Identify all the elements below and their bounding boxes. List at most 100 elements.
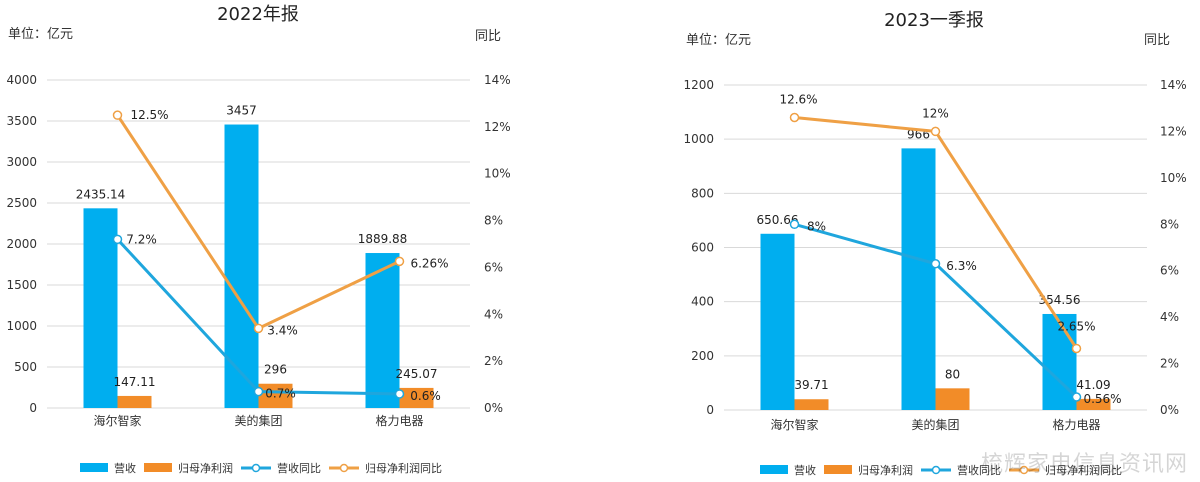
chart-2023q1-right-axis-label: 同比 <box>1144 33 1170 48</box>
chart-2023q1-x-tick-label: 海尔智家 <box>770 417 818 432</box>
chart-2022-profit-bar <box>258 383 293 408</box>
chart-2023q1-revenue-yoy-point <box>930 259 941 269</box>
chart-2022-y-tick-label: 3500 <box>6 114 37 128</box>
chart-2022-y2-tick-label: 0% <box>484 401 503 415</box>
chart-2023q1-profit-yoy-point <box>789 112 800 123</box>
chart-2022-profit-yoy-point <box>112 110 123 120</box>
chart-2023q1-revenue-bar <box>1042 313 1077 410</box>
chart-2022-profit-bar <box>117 395 152 408</box>
chart-2023q1-profit-yoy-label: 12.6% <box>779 93 817 107</box>
chart-2022-revenue-data-label: 3457 <box>226 104 257 118</box>
chart-2022-revenue-bar <box>83 208 118 408</box>
chart-2022-revenue-yoy-label: 7.2% <box>126 232 157 246</box>
chart-2023q1-legend-label: 归母净利润同比 <box>1045 463 1122 477</box>
chart-2023q1-left-axis-label: 单位：亿元 <box>686 33 751 48</box>
chart-2022-profit-yoy-point <box>394 256 405 267</box>
chart-2022-y-tick-label: 3000 <box>6 155 37 169</box>
chart-2023q1-revenue-yoy-point <box>789 219 800 230</box>
chart-2023q1-y-tick-label: 0 <box>706 403 714 417</box>
chart-2023q1-y2-tick-label: 0% <box>1160 403 1179 417</box>
chart-2023q1-revenue-yoy-label: 6.3% <box>946 259 977 273</box>
chart-2023q1-profit-data-label: 80 <box>945 367 960 381</box>
chart-2023q1-profit-yoy-label: 12% <box>922 106 949 120</box>
chart-2022-y2-tick-label: 6% <box>484 260 503 274</box>
chart-2022-right-axis-label: 同比 <box>475 29 501 44</box>
chart-2022-revenue-yoy-point <box>112 234 123 245</box>
chart-2022-legend-label: 营收 <box>114 461 136 475</box>
chart-2023q1-y-tick-label: 400 <box>691 295 714 309</box>
chart-2023q1-y2-tick-label: 8% <box>1160 217 1179 231</box>
chart-2023q1-revenue-yoy-point <box>1071 392 1082 402</box>
chart-2023q1-profit-bar <box>1076 398 1111 410</box>
chart-2022-profit-yoy-label: 3.4% <box>267 323 298 337</box>
chart-2022-revenue-data-label: 1889.88 <box>358 232 408 246</box>
chart-2023q1-legend-swatch <box>760 465 788 474</box>
chart-2022-profit-data-label: 296 <box>264 363 287 377</box>
chart-2022-x-tick-label: 海尔智家 <box>93 413 141 428</box>
chart-2023q1-revenue-yoy-label: 8% <box>807 219 826 233</box>
chart-2022-y-tick-label: 1500 <box>6 278 37 292</box>
chart-2023q1-revenue-yoy-label: 0.56% <box>1083 392 1121 406</box>
chart-2022-legend-label: 营收同比 <box>277 461 321 475</box>
chart-2023q1-legend-label: 归母净利润 <box>858 463 913 477</box>
chart-2022-profit-yoy-label: 12.5% <box>130 108 168 122</box>
chart-2023q1-y-tick-label: 800 <box>691 186 714 200</box>
chart-2022-title: 2022年报 <box>217 4 299 25</box>
chart-2023q1-legend-label: 营收同比 <box>957 463 1001 477</box>
chart-2022-y-tick-label: 500 <box>14 360 37 374</box>
chart-2022-y2-tick-label: 12% <box>484 120 511 134</box>
chart-2022-profit-data-label: 245.07 <box>396 367 438 381</box>
chart-2022-y2-tick-label: 8% <box>484 214 503 228</box>
chart-2023q1-y2-tick-label: 10% <box>1160 171 1187 185</box>
chart-2023q1-profit-bar <box>935 388 970 410</box>
chart-2022-revenue-bar <box>224 124 259 408</box>
chart-2023q1-y2-tick-label: 6% <box>1160 264 1179 278</box>
chart-2022-left-axis-label: 单位：亿元 <box>8 27 73 42</box>
chart-2022-profit-yoy-label: 6.26% <box>410 256 448 270</box>
chart-2023q1-y-tick-label: 1000 <box>683 132 714 146</box>
chart-2023q1-legend-marker <box>1019 465 1029 475</box>
chart-2022-y-tick-label: 2000 <box>6 237 37 251</box>
chart-2023q1-profit-bar <box>794 399 829 410</box>
chart-2022-profit-bar <box>399 387 434 408</box>
chart-2023q1-y-tick-label: 200 <box>691 349 714 363</box>
chart-2023q1-profit-yoy-point <box>1071 343 1082 354</box>
chart-2022-legend-marker <box>339 463 349 473</box>
chart-2023q1-x-tick-label: 美的集团 <box>911 417 959 432</box>
chart-2023q1-x-tick-label: 格力电器 <box>1052 417 1100 432</box>
chart-2023q1-y-tick-label: 1200 <box>683 78 714 92</box>
chart-2023q1-y2-tick-label: 4% <box>1160 310 1179 324</box>
chart-2022-legend-label: 归母净利润 <box>178 461 233 475</box>
chart-2023q1-legend-marker <box>931 465 941 475</box>
chart-2022-y-tick-label: 1000 <box>6 319 37 333</box>
chart-2022-y-tick-label: 4000 <box>6 73 37 87</box>
chart-2022-x-tick-label: 美的集团 <box>234 413 282 428</box>
chart-2023q1-legend-swatch <box>824 465 852 474</box>
chart-2023q1-y2-tick-label: 12% <box>1160 124 1187 138</box>
chart-2022-y2-tick-label: 4% <box>484 307 503 321</box>
chart-2022-revenue-yoy-point <box>394 389 405 399</box>
chart-2022-profit-data-label: 147.11 <box>114 375 156 389</box>
chart-2023q1-revenue-data-label: 650.66 <box>757 213 799 227</box>
chart-2023q1-revenue-bar <box>901 148 936 410</box>
chart-2022-revenue-data-label: 2435.14 <box>76 187 126 201</box>
chart-2023q1-profit-yoy-point <box>930 126 941 137</box>
chart-2023q1-y2-tick-label: 2% <box>1160 357 1179 371</box>
chart-2022-revenue-yoy-point <box>253 386 264 397</box>
chart-2023q1-y2-tick-label: 14% <box>1160 78 1187 92</box>
chart-2022-revenue-yoy-label: 0.7% <box>265 387 296 401</box>
chart-2022-revenue-bar <box>365 253 400 408</box>
chart-2023q1-profit-data-label: 41.09 <box>1076 378 1110 392</box>
chart-2022-legend-marker <box>251 463 261 473</box>
chart-2023q1-y-tick-label: 600 <box>691 241 714 255</box>
chart-2022-x-tick-label: 格力电器 <box>375 413 423 428</box>
chart-2022-y2-tick-label: 10% <box>484 167 511 181</box>
chart-2022-legend-label: 归母净利润同比 <box>365 461 442 475</box>
chart-2023q1-revenue-bar <box>760 233 795 410</box>
chart-2023q1-profit-data-label: 39.71 <box>794 378 828 392</box>
chart-2023q1-profit-yoy-label: 2.65% <box>1057 319 1095 333</box>
chart-2022-y2-tick-label: 2% <box>484 354 503 368</box>
chart-2022-y-tick-label: 2500 <box>6 196 37 210</box>
chart-2022-revenue-yoy-label: 0.6% <box>410 389 441 403</box>
